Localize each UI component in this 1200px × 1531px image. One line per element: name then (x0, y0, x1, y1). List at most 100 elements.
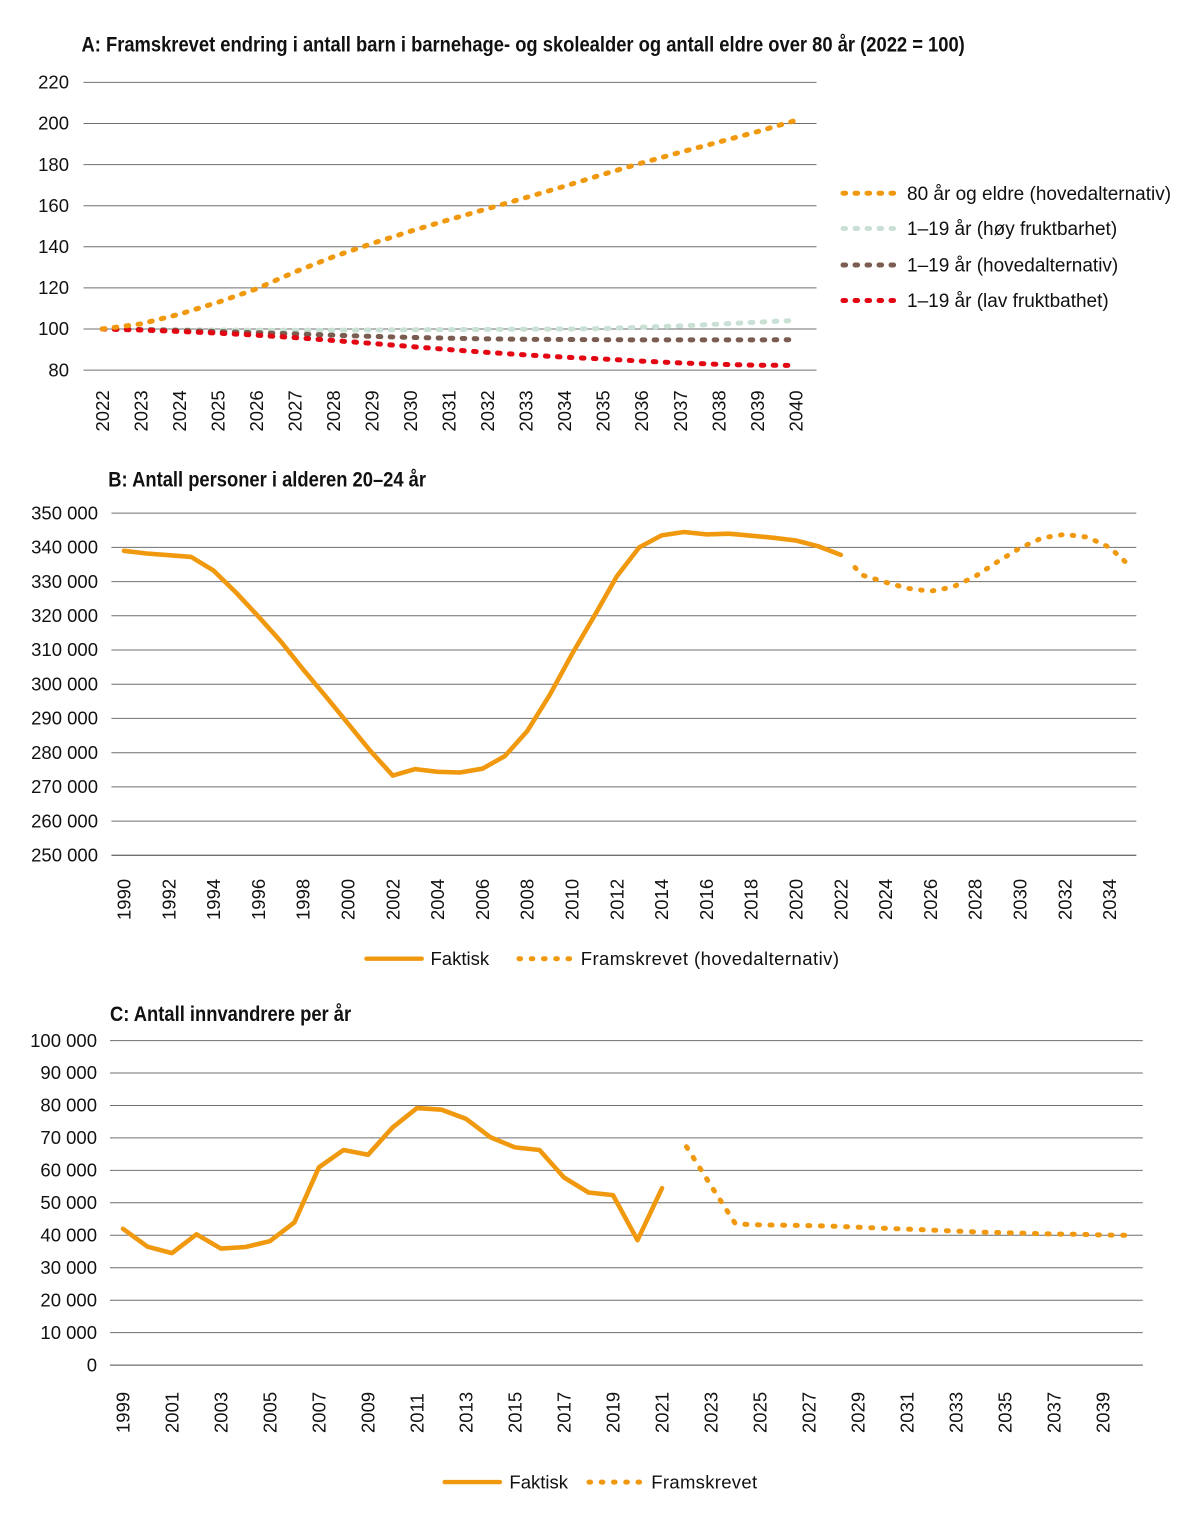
svg-text:2029: 2029 (848, 1392, 869, 1433)
svg-text:2039: 2039 (747, 390, 768, 431)
svg-text:320 000: 320 000 (31, 605, 98, 626)
svg-text:1994: 1994 (203, 879, 224, 920)
svg-text:2028: 2028 (965, 879, 986, 920)
svg-text:2035: 2035 (995, 1392, 1016, 1433)
svg-text:2025: 2025 (207, 390, 228, 431)
svg-text:2025: 2025 (750, 1392, 771, 1433)
svg-text:2014: 2014 (651, 879, 672, 920)
svg-text:10 000: 10 000 (40, 1322, 97, 1343)
svg-text:2009: 2009 (358, 1392, 379, 1433)
svg-text:C: Antall innvandrere per år: C: Antall innvandrere per år (110, 1002, 351, 1026)
svg-text:B: Antall personer i alderen 2: B: Antall personer i alderen 20–24 år (108, 467, 426, 491)
svg-text:Faktisk: Faktisk (431, 948, 490, 969)
svg-text:2022: 2022 (92, 390, 113, 431)
svg-text:2031: 2031 (439, 390, 460, 431)
svg-text:70 000: 70 000 (40, 1127, 97, 1148)
svg-text:2003: 2003 (211, 1392, 232, 1433)
svg-text:160: 160 (38, 195, 69, 216)
svg-text:280 000: 280 000 (31, 742, 98, 763)
svg-text:2030: 2030 (1010, 879, 1031, 920)
svg-text:180: 180 (38, 154, 69, 175)
svg-text:2020: 2020 (786, 879, 807, 920)
svg-text:2028: 2028 (323, 390, 344, 431)
svg-text:30 000: 30 000 (40, 1257, 97, 1278)
svg-text:350 000: 350 000 (31, 502, 98, 523)
svg-text:1–19 år (hovedalternativ): 1–19 år (hovedalternativ) (907, 256, 1118, 277)
svg-text:2040: 2040 (785, 390, 806, 431)
svg-text:1–19 år (høy fruktbarhet): 1–19 år (høy fruktbarhet) (907, 219, 1117, 240)
svg-text:2010: 2010 (562, 879, 583, 920)
svg-text:2007: 2007 (309, 1392, 330, 1433)
svg-text:2013: 2013 (456, 1392, 477, 1433)
svg-text:60 000: 60 000 (40, 1160, 97, 1181)
svg-text:2002: 2002 (382, 879, 403, 920)
svg-text:2006: 2006 (472, 879, 493, 920)
svg-text:Framskrevet (hovedalternativ): Framskrevet (hovedalternativ) (581, 948, 840, 969)
svg-text:2039: 2039 (1093, 1392, 1114, 1433)
svg-text:2005: 2005 (260, 1392, 281, 1433)
svg-text:2001: 2001 (162, 1392, 183, 1433)
svg-text:2017: 2017 (554, 1392, 575, 1433)
svg-text:40 000: 40 000 (40, 1225, 97, 1246)
svg-text:2024: 2024 (169, 390, 190, 431)
svg-text:2030: 2030 (400, 390, 421, 431)
svg-text:2015: 2015 (505, 1392, 526, 1433)
svg-text:2019: 2019 (603, 1392, 624, 1433)
svg-text:310 000: 310 000 (31, 639, 98, 660)
svg-text:2018: 2018 (741, 879, 762, 920)
svg-text:220: 220 (38, 72, 69, 93)
svg-text:2022: 2022 (830, 879, 851, 920)
svg-text:0: 0 (87, 1354, 97, 1375)
svg-text:2011: 2011 (407, 1393, 428, 1433)
svg-text:2023: 2023 (701, 1392, 722, 1433)
svg-text:80: 80 (48, 359, 69, 380)
svg-text:330 000: 330 000 (31, 571, 98, 592)
svg-text:90 000: 90 000 (40, 1062, 97, 1083)
svg-text:100: 100 (38, 318, 69, 339)
svg-text:2026: 2026 (246, 390, 267, 431)
svg-text:2034: 2034 (1099, 879, 1120, 920)
svg-text:1992: 1992 (158, 879, 179, 920)
svg-text:20 000: 20 000 (40, 1289, 97, 1310)
svg-text:A: Framskrevet endring i antal: A: Framskrevet endring i antall barn i b… (82, 32, 965, 56)
svg-text:290 000: 290 000 (31, 708, 98, 729)
svg-text:80 000: 80 000 (40, 1095, 97, 1116)
svg-text:2033: 2033 (946, 1392, 967, 1433)
svg-text:200: 200 (38, 113, 69, 134)
svg-text:50 000: 50 000 (40, 1192, 97, 1213)
svg-text:2004: 2004 (427, 879, 448, 920)
svg-text:1999: 1999 (113, 1392, 134, 1433)
svg-text:2034: 2034 (554, 390, 575, 431)
svg-text:2037: 2037 (670, 390, 691, 431)
svg-text:2021: 2021 (652, 1392, 673, 1433)
svg-text:2032: 2032 (477, 390, 498, 431)
svg-text:140: 140 (38, 236, 69, 257)
svg-text:120: 120 (38, 277, 69, 298)
svg-text:2023: 2023 (130, 390, 151, 431)
svg-text:2031: 2031 (897, 1392, 918, 1433)
svg-text:80 år og eldre (hovedalternati: 80 år og eldre (hovedalternativ) (907, 184, 1171, 205)
svg-text:270 000: 270 000 (31, 776, 98, 797)
svg-text:1–19 år (lav fruktbathet): 1–19 år (lav fruktbathet) (907, 291, 1109, 312)
svg-text:Framskrevet: Framskrevet (651, 1471, 757, 1492)
svg-text:1990: 1990 (114, 879, 135, 920)
svg-text:2027: 2027 (799, 1392, 820, 1433)
svg-text:2027: 2027 (284, 390, 305, 431)
svg-text:340 000: 340 000 (31, 537, 98, 558)
svg-text:2016: 2016 (696, 879, 717, 920)
svg-text:2026: 2026 (920, 879, 941, 920)
svg-text:2037: 2037 (1044, 1392, 1065, 1433)
svg-text:1996: 1996 (248, 879, 269, 920)
svg-text:2024: 2024 (875, 879, 896, 920)
svg-text:2033: 2033 (516, 390, 537, 431)
svg-text:250 000: 250 000 (31, 845, 98, 866)
svg-text:1998: 1998 (293, 879, 314, 920)
svg-text:2032: 2032 (1054, 879, 1075, 920)
svg-text:2035: 2035 (593, 390, 614, 431)
svg-text:260 000: 260 000 (31, 810, 98, 831)
svg-text:2029: 2029 (362, 390, 383, 431)
svg-text:Faktisk: Faktisk (509, 1471, 568, 1492)
svg-text:2038: 2038 (708, 390, 729, 431)
svg-text:2008: 2008 (517, 879, 538, 920)
svg-text:100 000: 100 000 (30, 1030, 97, 1051)
